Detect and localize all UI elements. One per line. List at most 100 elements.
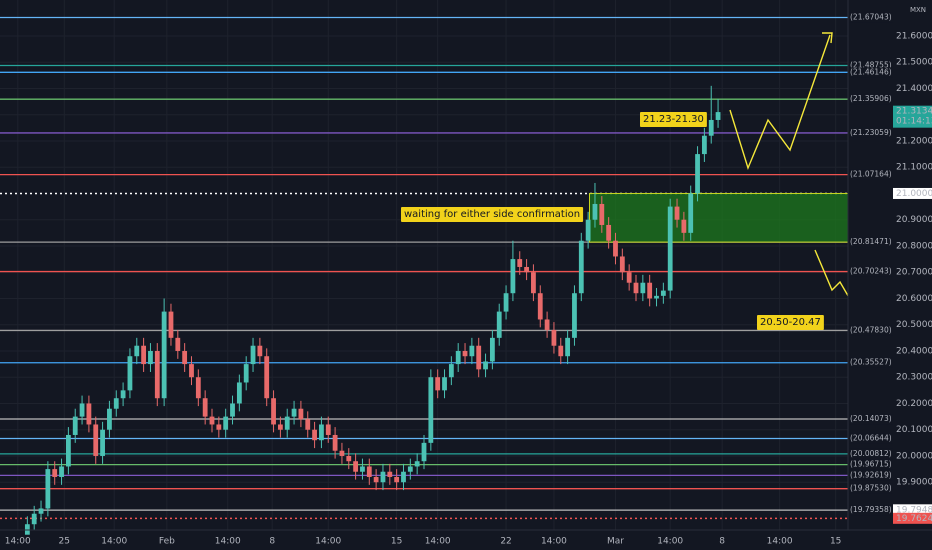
candle-body [298, 408, 304, 420]
x-tick-label: 14:00 [215, 537, 241, 547]
x-tick-label: 14:00 [657, 537, 683, 547]
candle-body [175, 337, 181, 351]
y-tick-label: 20.10000 [896, 425, 932, 435]
candle-body [414, 461, 420, 467]
price-badge [893, 504, 932, 516]
level-label: (20.81471) [850, 237, 892, 246]
y-tick-label: 20.00000 [896, 451, 932, 461]
candle-body [578, 240, 584, 294]
level-label-bg [849, 237, 893, 248]
candle-body [120, 390, 126, 399]
x-tick-label: Feb [159, 537, 175, 547]
level-label-bg [849, 94, 893, 105]
candle-body [531, 272, 536, 294]
level-label-bg [849, 12, 893, 23]
y-tick-label: 21.20000 [896, 136, 932, 146]
x-tick-label: 8 [269, 537, 275, 547]
level-label-bg [849, 325, 893, 336]
level-label: (21.07164) [850, 170, 892, 179]
candle-body [592, 203, 598, 220]
candle-body [312, 429, 317, 441]
price-badge [893, 512, 932, 524]
candle-body [113, 398, 119, 409]
candle-body [216, 424, 222, 430]
level-label: (19.87530) [850, 484, 892, 493]
candle-body [442, 377, 447, 391]
candle-body [483, 361, 488, 370]
y-tick-label: 21.10000 [896, 163, 932, 173]
candle-body [59, 466, 64, 477]
level-label-bg [849, 357, 893, 368]
level-label-bg [849, 169, 893, 180]
candle-body [599, 203, 605, 225]
candle-body [373, 476, 379, 483]
candle-body [606, 224, 612, 241]
candle-body [715, 112, 721, 120]
candle-body [65, 434, 71, 467]
candle-body [537, 293, 543, 320]
candle-body [250, 345, 256, 365]
candle-body [141, 345, 147, 365]
x-tick-label: 15 [830, 537, 841, 547]
candle-body [503, 293, 509, 312]
candle-body [394, 476, 400, 483]
level-label: (21.23059) [850, 128, 892, 137]
price-badge-label: 21.31347 [896, 107, 932, 117]
candle-body [524, 266, 529, 273]
level-label: (20.35527) [850, 358, 892, 367]
candle-body [339, 450, 345, 456]
level-label-bg [849, 60, 893, 71]
level-label-bg [849, 266, 893, 277]
candle-body [428, 377, 434, 443]
countdown: 01:14:13 [896, 117, 932, 127]
candle-body [647, 282, 653, 299]
candle-body [202, 398, 208, 417]
candle-body [401, 471, 406, 483]
level-label: (20.70243) [850, 267, 892, 276]
candle-body [701, 135, 707, 155]
candle-body [407, 466, 413, 472]
x-tick-label: 15 [391, 537, 402, 547]
candle-body [346, 455, 352, 462]
candle-body [52, 469, 58, 477]
price-badge-label: 19.76248 [896, 514, 932, 524]
candle-body [380, 471, 386, 483]
candle-body [134, 345, 140, 357]
x-tick-label: 14:00 [101, 537, 127, 547]
level-label-bg [849, 448, 893, 459]
annotation: 21.23-21.30 [643, 114, 704, 125]
candle-body [496, 311, 502, 338]
candle-body [353, 461, 359, 472]
candle-body [243, 364, 249, 383]
y-tick-label: 21.50000 [896, 58, 932, 68]
candle-body [236, 382, 242, 404]
candle-body [585, 219, 591, 241]
annotation: 20.50-20.47 [760, 317, 821, 328]
candle-body [154, 350, 160, 399]
candle-body [161, 311, 167, 399]
candle-body [660, 290, 666, 296]
candle-body [189, 364, 194, 378]
candle-body [633, 282, 639, 294]
level-label-bg [849, 67, 893, 78]
y-tick-label: 20.90000 [896, 215, 932, 225]
candle-body [695, 154, 700, 194]
x-tick-label: 8 [719, 537, 725, 547]
candle-body [332, 434, 338, 451]
level-label: (21.35906) [850, 94, 892, 103]
candle-body [510, 259, 516, 294]
y-tick-label: 21.60000 [896, 31, 932, 41]
x-tick-label: 14:00 [425, 537, 451, 547]
candle-body [230, 403, 235, 417]
candle-body [100, 429, 105, 456]
level-label-bg [849, 414, 893, 425]
candle-body [640, 282, 646, 294]
confirmation-zone [588, 192, 849, 243]
level-label-bg [849, 433, 893, 444]
candle-body [667, 206, 673, 291]
level-label: (21.46146) [850, 67, 892, 76]
candle-body [517, 259, 523, 267]
candle-body [565, 337, 571, 357]
level-label: (20.47830) [850, 325, 892, 334]
